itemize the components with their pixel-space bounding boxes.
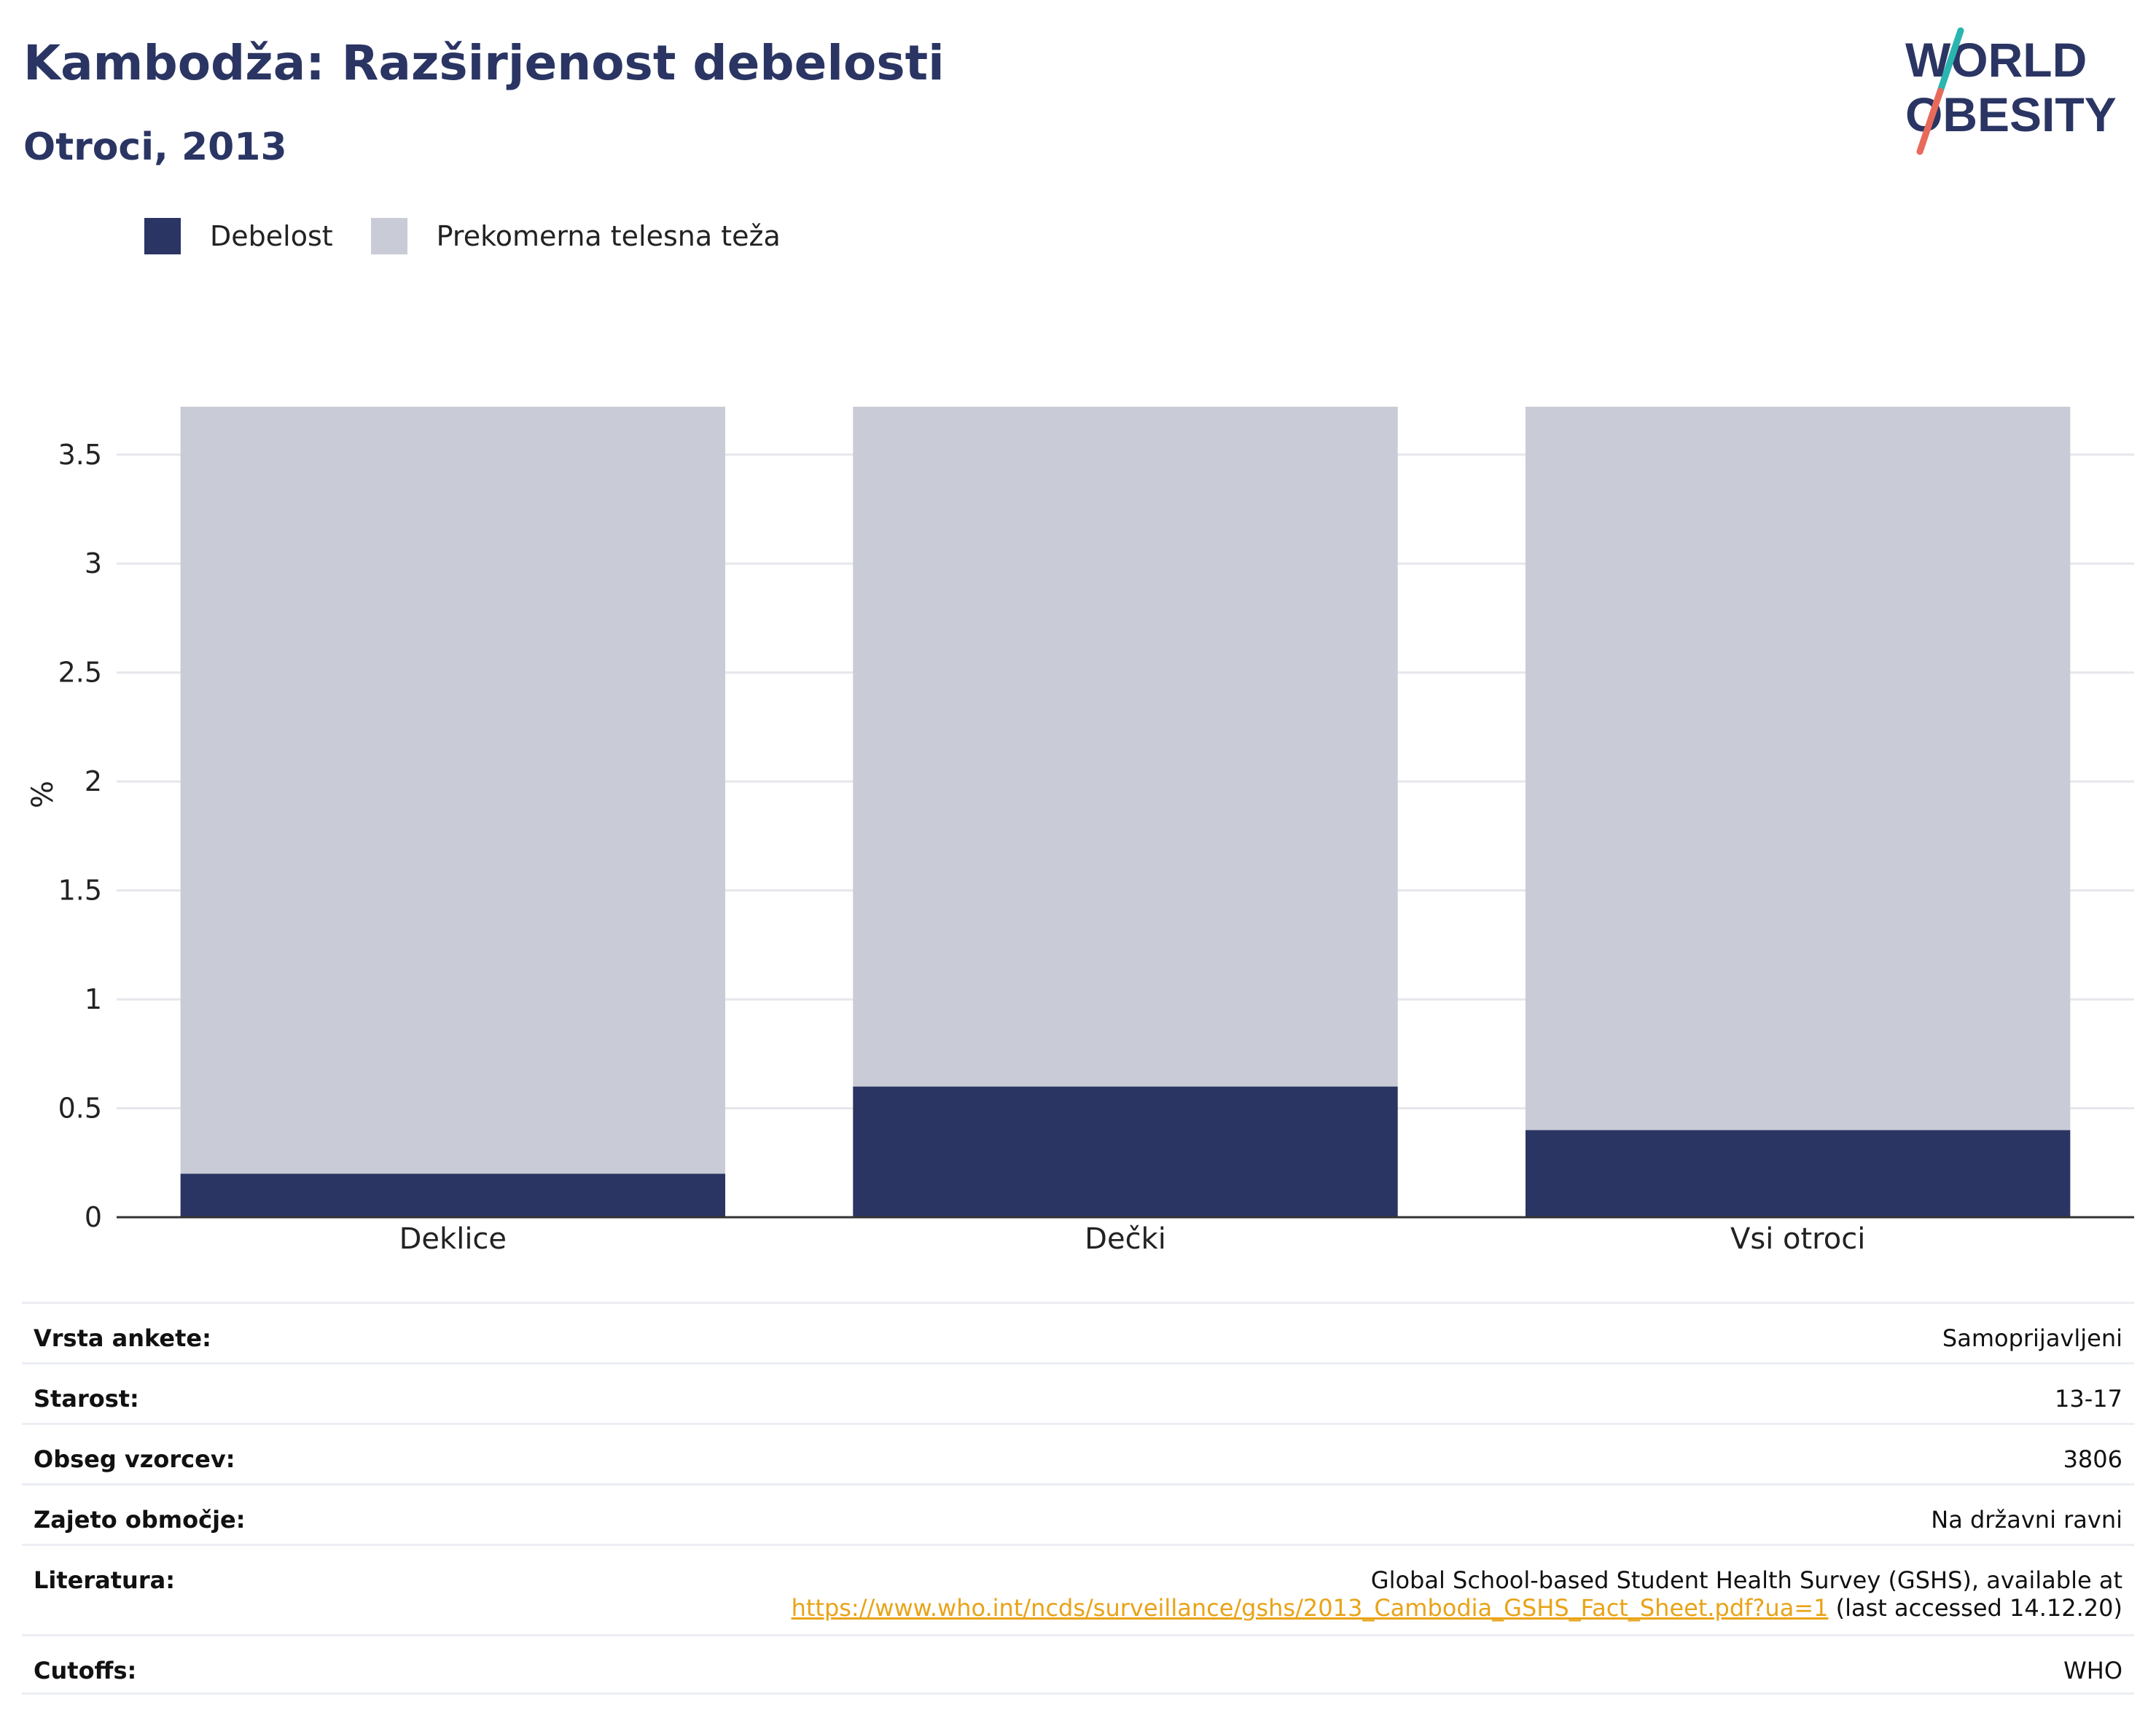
info-row-age: Starost: 13-17	[22, 1362, 2134, 1423]
bar-segment-overweight	[853, 407, 1398, 1087]
legend-swatch-obesity	[144, 218, 181, 254]
y-tick-label: 2.5	[58, 657, 102, 689]
info-value: WHO	[2063, 1657, 2122, 1684]
bar-segment-overweight	[1525, 407, 2071, 1130]
legend-swatch-overweight	[370, 218, 407, 254]
info-label: Cutoffs:	[34, 1657, 137, 1684]
info-value: Samoprijavljeni	[1942, 1324, 2122, 1352]
info-row-survey-type: Vrsta ankete: Samoprijavljeni	[22, 1302, 2134, 1362]
y-tick-label: 0	[85, 1201, 102, 1233]
y-tick-label: 1	[85, 983, 102, 1015]
reference-link[interactable]: https://www.who.int/ncds/surveillance/gs…	[791, 1594, 1829, 1622]
reference-suffix: (last accessed 14.12.20)	[1828, 1594, 2122, 1622]
y-tick-label: 2	[85, 765, 102, 797]
y-tick-label: 3.5	[58, 439, 102, 471]
info-row-references: Literatura: Global School-based Student …	[22, 1544, 2134, 1634]
stacked-bar-chart: 0 0.5 1 1.5 2 2.5 3 3.5% Deklice Dečki Vsi otroci	[26, 407, 2134, 1256]
info-value: 3806	[2063, 1445, 2122, 1473]
chart-title: Kambodža: Razširjenost debelosti	[23, 35, 945, 91]
x-tick-label: Deklice	[399, 1222, 507, 1256]
info-label: Literatura:	[34, 1566, 175, 1594]
reference-text: Global School-based Student Health Surve…	[1370, 1566, 2122, 1594]
chart-legend: Debelost Prekomerna telesna teža	[144, 217, 819, 255]
legend-item-overweight[interactable]: Prekomerna telesna teža	[370, 218, 781, 254]
info-label: Vrsta ankete:	[34, 1324, 211, 1352]
info-label: Obseg vzorcev:	[34, 1445, 235, 1473]
info-row-area: Zajeto območje: Na državni ravni	[22, 1483, 2134, 1544]
info-value: Global School-based Student Health Surve…	[792, 1566, 2122, 1622]
y-tick-label: 0.5	[58, 1093, 102, 1125]
bar-segment-obesity	[1525, 1130, 2071, 1217]
info-row-cutoffs: Cutoffs: WHO	[22, 1634, 2134, 1695]
info-value: 13-17	[2055, 1385, 2122, 1413]
x-tick-label: Dečki	[1085, 1222, 1166, 1256]
bar-segment-obesity	[180, 1173, 726, 1217]
bar-segment-overweight	[180, 407, 726, 1174]
bar-segment-obesity	[853, 1086, 1398, 1217]
legend-item-obesity[interactable]: Debelost	[144, 218, 333, 254]
chart-subtitle: Otroci, 2013	[23, 125, 287, 169]
world-obesity-logo: WORLD OBESITY	[1905, 27, 2117, 155]
x-tick-label: Vsi otroci	[1730, 1222, 1865, 1256]
info-label: Starost:	[34, 1385, 139, 1413]
info-label: Zajeto območje:	[34, 1506, 246, 1534]
y-tick-label: 1.5	[58, 875, 102, 907]
y-tick-label: 3	[85, 547, 102, 579]
y-axis-label: %	[26, 781, 60, 808]
survey-info-table: Vrsta ankete: Samoprijavljeni Starost: 1…	[22, 1302, 2134, 1695]
legend-label-overweight: Prekomerna telesna teža	[436, 220, 781, 252]
legend-label-obesity: Debelost	[210, 220, 333, 252]
info-value: Na državni ravni	[1931, 1506, 2122, 1534]
info-row-sample-size: Obseg vzorcev: 3806	[22, 1423, 2134, 1483]
logo-line1: WORLD	[1905, 33, 2087, 87]
